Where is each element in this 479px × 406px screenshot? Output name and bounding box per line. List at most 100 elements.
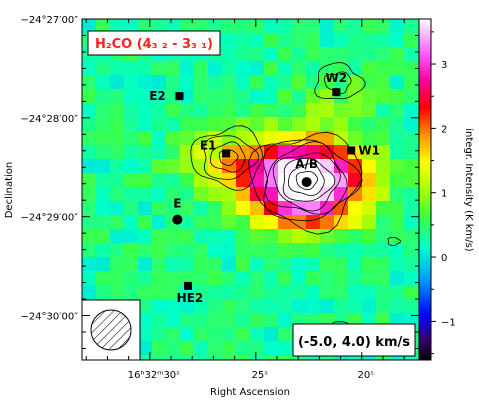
heatmap-cell (376, 117, 391, 132)
heatmap-cell (222, 313, 237, 328)
heatmap-cell (152, 75, 167, 90)
heatmap-cell (404, 47, 419, 62)
heatmap-cell (82, 215, 97, 230)
heatmap-cell (194, 341, 209, 356)
heatmap-cell (152, 257, 167, 272)
heatmap-cell (236, 355, 251, 360)
heatmap-cell (250, 187, 265, 202)
heatmap-cell (306, 89, 321, 104)
heatmap-cell (194, 327, 209, 342)
heatmap-cell (334, 285, 349, 300)
heatmap-cell (320, 215, 335, 230)
heatmap-cell (362, 299, 377, 314)
beam-inset (81, 299, 141, 361)
heatmap-cell (110, 145, 125, 160)
heatmap-cell (334, 61, 349, 76)
source-marker (175, 92, 184, 101)
heatmap-cell (222, 61, 237, 76)
heatmap-cell (320, 103, 335, 118)
heatmap-cell (292, 187, 307, 202)
heatmap-cell (96, 145, 111, 160)
heatmap-cell (82, 201, 97, 216)
heatmap-cell (82, 117, 97, 132)
heatmap-cell (362, 19, 377, 34)
heatmap-cell (110, 117, 125, 132)
heatmap-cell (166, 341, 181, 356)
heatmap-cell (180, 313, 195, 328)
colorbar: 3 2 1 0 −1 integr. Intensity (K km/s) (418, 18, 474, 361)
heatmap-cell (376, 159, 391, 174)
heatmap-cell (194, 215, 209, 230)
x-axis-title: Right Ascension (210, 387, 290, 398)
heatmap-cell (96, 75, 111, 90)
source-marker (301, 177, 312, 188)
heatmap-cell (180, 145, 195, 160)
heatmap-cell (194, 229, 209, 244)
heatmap-cell (376, 243, 391, 258)
heatmap-cell (180, 61, 195, 76)
heatmap-cell (166, 75, 181, 90)
heatmap-cell (194, 103, 209, 118)
heatmap-cell (278, 201, 293, 216)
heatmap-cell (180, 299, 195, 314)
heatmap-cell (306, 61, 321, 76)
velocity-range-label: (-5.0, 4.0) km/s (298, 335, 410, 350)
heatmap-cell (404, 215, 419, 230)
heatmap-cell (264, 243, 279, 258)
heatmap-cell (236, 173, 251, 188)
heatmap-cell (110, 215, 125, 230)
heatmap-cell (362, 159, 377, 174)
heatmap-cell (180, 187, 195, 202)
axis-ticks (82, 18, 419, 360)
velocity-range-box: (-5.0, 4.0) km/s (292, 323, 416, 357)
heatmap-cell (180, 243, 195, 258)
heatmap-cell (292, 89, 307, 104)
heatmap-cell (138, 229, 153, 244)
heatmap-cell (320, 229, 335, 244)
heatmap-cell (82, 103, 97, 118)
heatmap-cell (362, 89, 377, 104)
heatmap-cell (278, 285, 293, 300)
heatmap-cell (334, 159, 349, 174)
heatmap-cell (306, 19, 321, 34)
contour-ab (287, 163, 325, 196)
source-label: E2 (149, 89, 166, 103)
y-tick-label: −24°27′00″ (20, 15, 78, 26)
heatmap-cell (348, 355, 363, 360)
heatmap-cell (390, 47, 405, 62)
y-tick-label: −24°28′00″ (20, 114, 78, 125)
source-label: E1 (200, 138, 217, 152)
heatmap-cell (390, 257, 405, 272)
contour-ab (295, 170, 319, 191)
heatmap-cell (124, 61, 139, 76)
source-label: W2 (326, 71, 348, 85)
heatmap-cell (250, 201, 265, 216)
heatmap-cell (166, 271, 181, 286)
heatmap-cell (264, 355, 279, 360)
heatmap-cell (376, 61, 391, 76)
heatmap-cell (166, 173, 181, 188)
contour-ab (282, 157, 336, 202)
heatmap-cell (138, 215, 153, 230)
heatmap-cell (208, 285, 223, 300)
heatmap-cell (250, 117, 265, 132)
heatmap-cell (348, 61, 363, 76)
heatmap-cell (236, 285, 251, 300)
colorbar-ticks: 3 2 1 0 −1 (431, 31, 456, 355)
heatmap-cell (250, 215, 265, 230)
heatmap-cell (390, 159, 405, 174)
heatmap-cell (376, 299, 391, 314)
heatmap-cell (222, 299, 237, 314)
heatmap-cell (96, 19, 111, 34)
heatmap-cell (250, 243, 265, 258)
heatmap-cell (250, 355, 265, 360)
heatmap-cell (292, 19, 307, 34)
heatmap-cell (166, 355, 181, 360)
heatmap-cell (236, 327, 251, 342)
heatmap-cell (390, 187, 405, 202)
heatmap-cell (278, 271, 293, 286)
heatmap-cell (376, 89, 391, 104)
heatmap-cell (278, 61, 293, 76)
heatmap-cell (362, 215, 377, 230)
y-tick-label: −24°30′00″ (20, 312, 78, 323)
